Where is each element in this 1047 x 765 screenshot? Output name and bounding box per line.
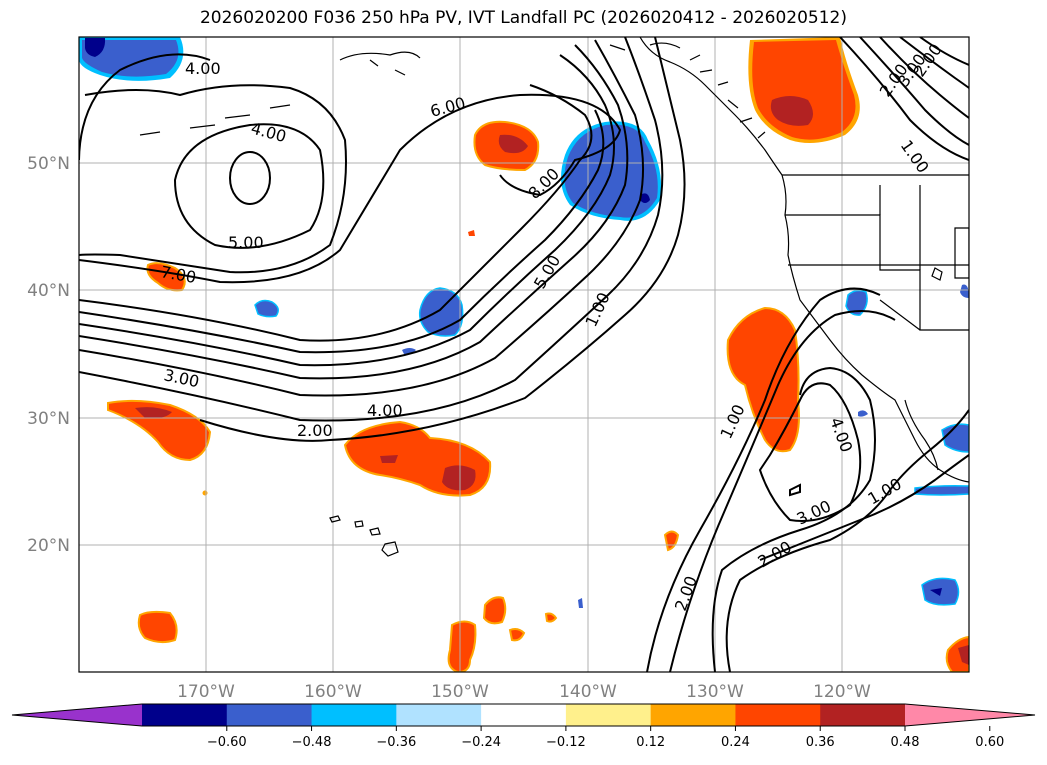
colorbar-segment: [226, 704, 313, 726]
lat-label: 40°N: [27, 281, 70, 301]
lon-label: 150°W: [431, 682, 489, 702]
negative-region-west-small: [254, 299, 279, 318]
positive-region-southeast-corner: [945, 635, 969, 672]
contour-label: 5.00: [228, 233, 264, 252]
colorbar-tick-label: 0.12: [636, 735, 665, 750]
positive-region-alaska-canada: [748, 37, 860, 144]
colorbar-tick-label: −0.36: [376, 735, 416, 750]
negative-region-east-edge-a: [960, 284, 969, 298]
pv-contours: [79, 37, 969, 672]
colorbar-tick-label: 0.36: [806, 735, 835, 750]
map-title: 2026020200 F036 250 hPa PV, IVT Landfall…: [199, 8, 847, 28]
colorbar-segment: [735, 704, 821, 726]
positive-region-central-30n: [343, 420, 492, 497]
lon-label: 130°W: [686, 682, 744, 702]
positive-region-west-30n: [107, 399, 212, 462]
positive-region-offshore-california: [726, 306, 800, 453]
negative-region-east-edge-c: [914, 485, 969, 496]
positive-region-south-central: [447, 620, 477, 672]
map-frame: [78, 36, 970, 673]
colorbar-ticks: −0.60 −0.48 −0.36 −0.24 −0.12 0.12 0.24 0.36 0.4…: [207, 726, 1004, 750]
colorbar-segment: [565, 704, 652, 726]
colorbar-tick-label: 0.48: [891, 735, 920, 750]
lat-label: 50°N: [27, 154, 70, 174]
colorbar-segment: [396, 704, 482, 726]
colorbar-tick-label: 0.24: [721, 735, 750, 750]
lat-label: 30°N: [27, 409, 70, 429]
colorbar-segment: [481, 704, 567, 726]
negative-region-nw: [79, 37, 184, 81]
colorbar-segment: [820, 704, 906, 726]
gridlines: [79, 37, 969, 672]
colorbar-segment: [650, 704, 736, 726]
colorbar-tick-label: −0.12: [546, 735, 586, 750]
contour-label: 2.00: [297, 421, 333, 440]
colorbar-tick-label: −0.24: [461, 735, 501, 750]
colorbar-tick-label: −0.48: [292, 735, 332, 750]
contour-label: 4.00: [367, 401, 403, 420]
colorbar-tick-label: 0.60: [975, 735, 1004, 750]
lon-label: 160°W: [304, 682, 362, 702]
colorbar-segment: [142, 704, 228, 726]
colorbar: −0.60 −0.48 −0.36 −0.24 −0.12 0.12 0.24 0.36 0.4…: [11, 703, 1036, 750]
colorbar-segments: [11, 703, 1036, 727]
coastlines: [139, 37, 969, 557]
colorbar-outline: [11, 703, 1036, 727]
colorbar-extend-low: [12, 704, 142, 726]
contour-label: 4.00: [185, 59, 221, 78]
lat-label: 20°N: [27, 536, 70, 556]
lon-label: 120°W: [813, 682, 871, 702]
negative-region-east-edge-b: [941, 423, 969, 453]
colorbar-segment: [311, 704, 397, 726]
colorbar-extend-high: [905, 704, 1035, 726]
lon-label: 140°W: [559, 682, 617, 702]
lon-label: 170°W: [177, 682, 235, 702]
longitude-labels: 170°W 160°W 150°W 140°W 130°W 120°W: [177, 682, 871, 702]
colorbar-tick-label: −0.60: [207, 735, 247, 750]
latitude-labels: 50°N 40°N 30°N 20°N: [27, 154, 70, 556]
positive-region-southwest: [137, 610, 178, 644]
